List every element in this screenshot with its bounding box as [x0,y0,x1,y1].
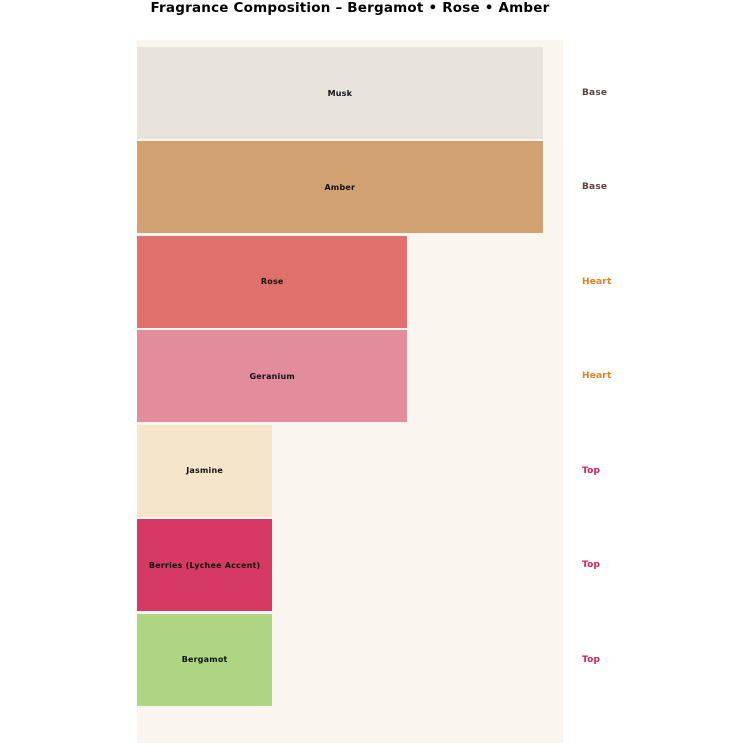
bar-label-geranium: Geranium [249,371,295,381]
group-label-musk: Base [582,88,608,98]
group-label-jasmine: Top [582,465,601,476]
group-label-rose: Heart [582,276,612,287]
bar-label-musk: Musk [327,88,353,98]
group-label-bergamot: Top [582,654,601,665]
bar-label-rose: Rose [260,277,284,287]
group-label-berries-lychee-accent: Top [582,560,601,571]
bar-rose: Rose [137,235,408,328]
bar-label-jasmine: Jasmine [186,466,223,476]
bar-berries-lychee-accent: Berries (Lychee Accent) [137,519,273,612]
plot-area: Musk Amber Rose Geranium Jasmine Berries (Lyc… [137,40,563,743]
group-label-amber: Base [582,182,608,193]
bar-musk: Musk [137,47,543,139]
bar-label-berries-lychee-accent: Berries (Lychee Accent) [148,560,261,570]
group-label-geranium: Heart [582,371,612,382]
bar-label-amber: Amber [324,182,356,192]
chart-title: Fragrance Composition – Bergamot • Rose … [150,0,550,16]
bar-geranium: Geranium [137,330,408,423]
bar-amber: Amber [137,141,543,234]
bar-label-bergamot: Bergamot [181,655,228,665]
bar-jasmine: Jasmine [137,424,273,517]
bar-bergamot: Bergamot [137,613,273,706]
